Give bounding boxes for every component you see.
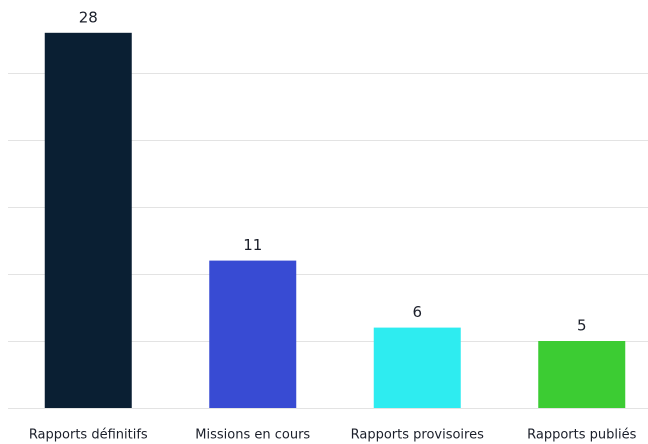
value-label: 28 bbox=[79, 8, 98, 26]
bar bbox=[44, 32, 132, 409]
bar bbox=[538, 341, 626, 408]
bar bbox=[373, 327, 461, 408]
value-label: 6 bbox=[412, 303, 422, 321]
bar bbox=[209, 260, 297, 408]
value-label: 5 bbox=[577, 317, 587, 335]
x-tick-label: Missions en cours bbox=[195, 428, 310, 443]
x-tick-label: Rapports provisoires bbox=[351, 428, 484, 443]
x-tick-label: Rapports publiés bbox=[527, 428, 636, 443]
x-tick-label: Rapports définitifs bbox=[29, 428, 148, 443]
value-label: 11 bbox=[243, 236, 262, 254]
